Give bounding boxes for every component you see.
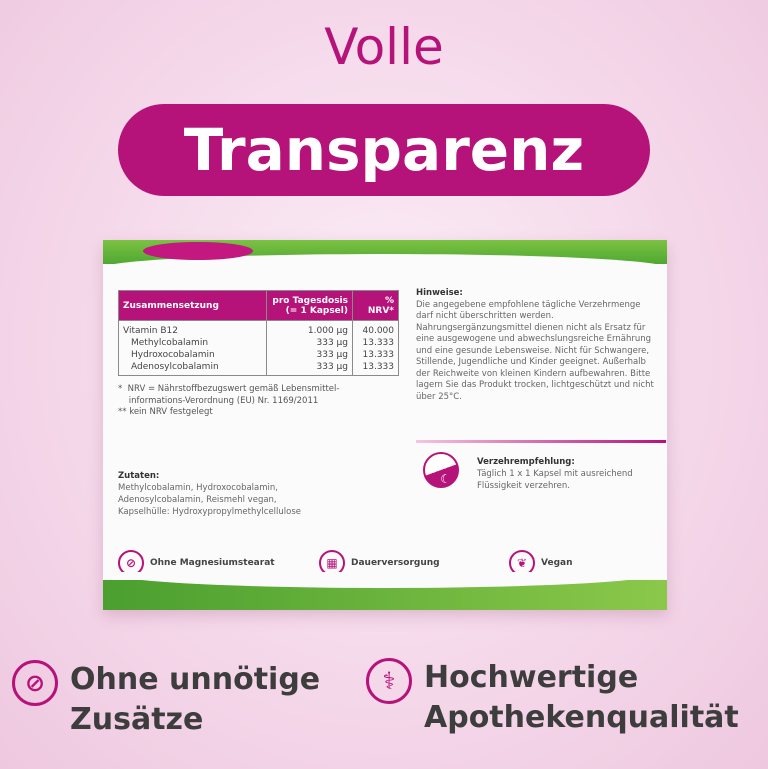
verzehrempfehlung: Verzehrempfehlung: Täglich 1 x 1 Kapsel … bbox=[477, 457, 633, 491]
brand-badge bbox=[143, 242, 253, 260]
zutaten: Zutaten: Methylcobalamin, Hydroxocobalam… bbox=[118, 471, 302, 517]
day-night-icon: ☾ bbox=[423, 452, 459, 488]
table-row: Hydroxocobalamin 333 µg 13.333 bbox=[118, 349, 399, 361]
headline: Volle bbox=[324, 18, 444, 76]
green-band-bottom bbox=[103, 572, 667, 610]
product-box: Zusammensetzung pro Tagesdosis (= 1 Kapse… bbox=[103, 240, 667, 610]
no-flask-icon: ⊘ bbox=[12, 660, 58, 706]
pharmacy-icon: ⚕ bbox=[366, 658, 412, 704]
hinweise: Hinweise: Die angegebene empfohlene tägl… bbox=[416, 288, 654, 402]
table-row: Adenosylcobalamin 333 µg 13.333 bbox=[118, 361, 399, 376]
headline-pill: Transparenz bbox=[118, 104, 650, 196]
table-row: Vitamin B12 1.000 µg 40.000 bbox=[118, 320, 399, 337]
footnotes: * NRV = Nährstoffbezugswert gemäß Lebens… bbox=[118, 384, 340, 417]
benefit-no-additives: ⊘ Ohne unnötige Zusätze bbox=[12, 660, 320, 740]
divider bbox=[416, 440, 666, 443]
benefit-pharmacy-quality: ⚕ Hochwertige Apothekenqualität bbox=[366, 658, 739, 738]
nutrition-table: Zusammensetzung pro Tagesdosis (= 1 Kapse… bbox=[118, 290, 399, 376]
table-row: Methylcobalamin 333 µg 13.333 bbox=[118, 337, 399, 349]
green-band-top bbox=[103, 240, 667, 268]
